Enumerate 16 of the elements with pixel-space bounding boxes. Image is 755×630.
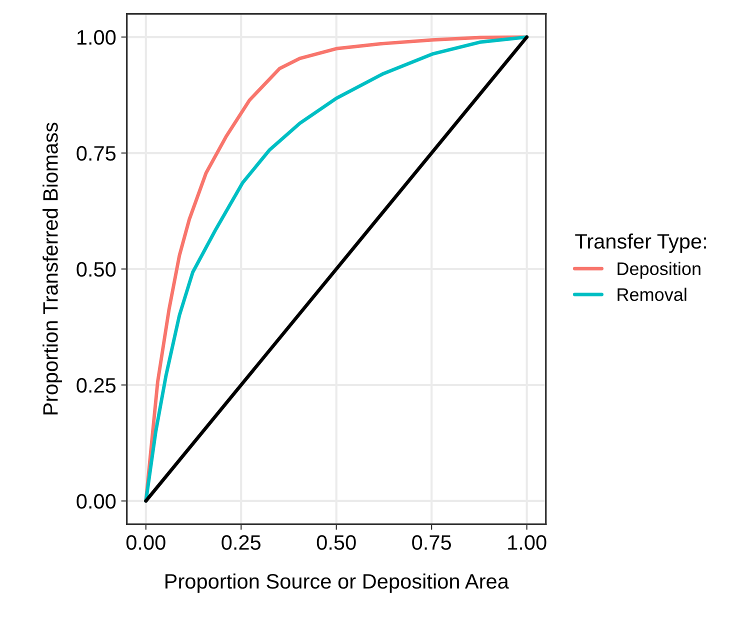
x-tick-label: 0.50 [316, 535, 356, 550]
x-axis-title: Proportion Source or Deposition Area [166, 573, 509, 593]
y-tick-label: 1.00 [77, 30, 116, 45]
x-tick-label: 1.00 [508, 535, 546, 550]
legend-label: Deposition [618, 262, 700, 279]
legend-label: Removal [618, 288, 686, 302]
y-tick-label: 0.25 [76, 378, 116, 393]
y-tick-label: 0.50 [76, 262, 116, 277]
y-tick-label: 0.75 [76, 146, 116, 161]
line-series [144, 35, 529, 503]
y-tick-label: 0.00 [76, 494, 116, 509]
x-tick-label: 0.75 [412, 535, 451, 550]
x-tick-label: 0.25 [222, 535, 261, 550]
legend-title: Transfer Type: [575, 233, 706, 253]
y-axis-title: Proportion Transferred Biomass [42, 122, 62, 414]
x-tick-label: 0.00 [126, 535, 166, 550]
